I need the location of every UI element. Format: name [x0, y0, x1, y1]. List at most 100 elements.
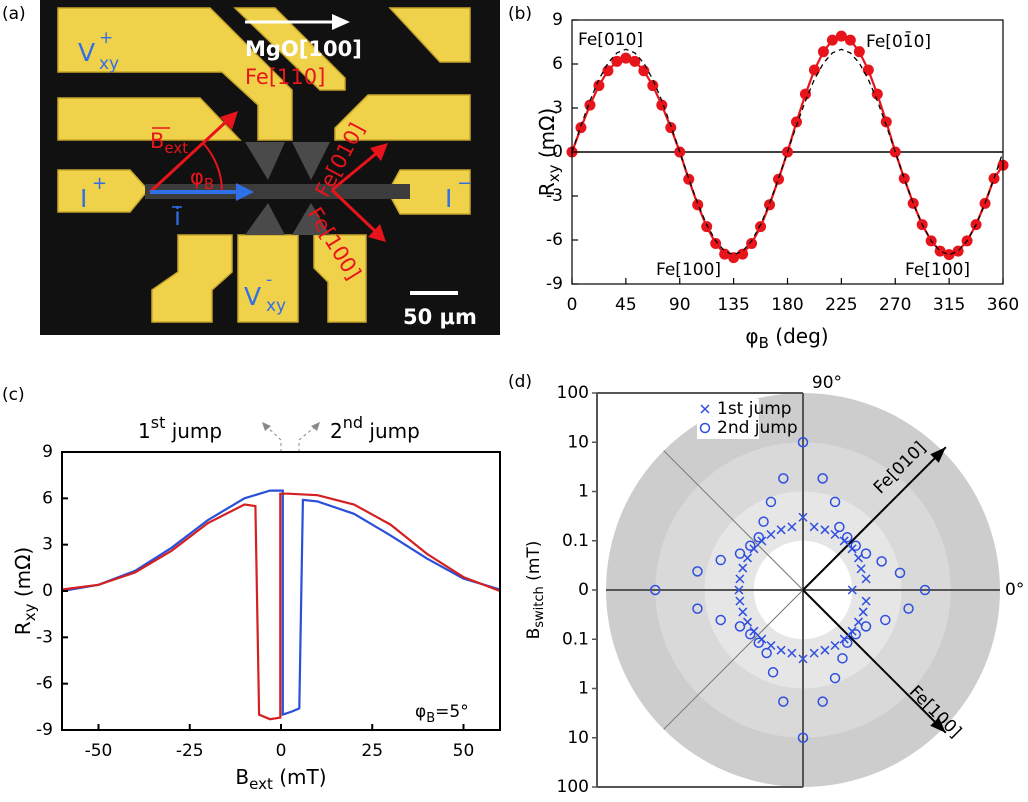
y-tick-label: 9 [552, 10, 563, 30]
x-tick-label: 315 [933, 295, 965, 315]
data-point [898, 173, 910, 185]
data-point [829, 672, 841, 684]
data-point [907, 197, 919, 209]
scale-label: 50 μm [403, 305, 477, 329]
data-point [734, 621, 746, 632]
r-tick-label: 100 [557, 383, 589, 403]
pad [334, 94, 471, 141]
data-point [638, 65, 650, 77]
label-v-plus: V + xy [78, 28, 119, 74]
data-point [919, 584, 931, 596]
data-point [737, 248, 749, 260]
x-tick-label: 270 [879, 295, 911, 315]
pad [57, 7, 293, 141]
x-tick-label: 45 [615, 295, 637, 315]
y-axis-label: Rxy (mΩ) [535, 108, 563, 196]
data-point [761, 647, 772, 659]
arrowhead [930, 717, 946, 733]
data-point [753, 532, 764, 543]
pointer [265, 425, 282, 452]
data-point [753, 637, 764, 648]
data-point [853, 46, 865, 58]
label-b-ext: Bext [150, 129, 188, 157]
data-point [629, 55, 641, 67]
data-point [830, 640, 840, 651]
data-point [850, 629, 861, 640]
label-phi-b: φB [190, 165, 214, 193]
data-point [755, 221, 767, 233]
data-point [778, 696, 789, 707]
arrow [148, 118, 230, 194]
constriction [245, 203, 285, 235]
panel-label: (d) [508, 372, 532, 392]
data-point [787, 522, 797, 532]
legend-marker [700, 404, 710, 414]
y-tick-label: -6 [546, 230, 563, 250]
data-point [871, 88, 883, 100]
data-point [650, 584, 661, 596]
channel [145, 184, 410, 199]
data-point [776, 525, 786, 535]
data-point [728, 252, 740, 264]
annotation: Fe[100] [905, 260, 970, 280]
data-point [602, 65, 614, 77]
data-point [847, 585, 857, 595]
r-tick-label: 100 [557, 777, 589, 797]
annotation: Fe[01̄0] [866, 30, 931, 52]
data-point [620, 52, 632, 64]
data-point [820, 645, 830, 655]
y-tick-label: 9 [42, 442, 53, 462]
data-point [593, 80, 605, 92]
data-point [692, 566, 703, 577]
data-point [880, 614, 891, 626]
arrowhead [930, 447, 946, 463]
x-tick-label: 225 [825, 295, 857, 315]
data-point [856, 564, 866, 574]
x-tick-label: 0 [276, 741, 287, 761]
r-tick-label: 10 [567, 728, 589, 748]
x-tick-label: 135 [717, 295, 749, 315]
data-point [735, 596, 745, 606]
data-point [665, 122, 677, 134]
data-point [611, 55, 623, 67]
y-tick-label: -3 [546, 186, 563, 206]
data-point [809, 522, 819, 532]
arrow [330, 188, 378, 234]
x-tick-label: 360 [987, 295, 1019, 315]
arrowhead [236, 183, 254, 201]
y-tick-label: 6 [552, 54, 563, 74]
data-point [797, 437, 809, 448]
data-point [745, 540, 756, 551]
y-tick-label: 3 [552, 98, 563, 118]
series-line [571, 48, 1004, 256]
annotation: Fe[100] [656, 260, 721, 280]
data-point [943, 249, 955, 261]
data-point [817, 473, 828, 484]
data-point [764, 199, 776, 211]
data-point [876, 556, 887, 567]
label-v-minus: V-xy [244, 270, 286, 316]
data-point [799, 88, 811, 100]
x-tick-label: -25 [176, 741, 204, 761]
label-i-minus: I− [445, 173, 472, 213]
y-tick-label: 6 [42, 488, 53, 508]
y-axis-label: Bswitch (mT) [524, 541, 547, 640]
x-axis-label: φB (deg) [745, 324, 828, 352]
data-point [817, 696, 828, 707]
r-tick-label: 1 [578, 482, 589, 502]
data-point [710, 238, 722, 250]
micrograph: V + xy MgO[100] Fe[110] Bext φB I+ i I− Fe… [40, 0, 500, 335]
data-point [837, 653, 848, 664]
data-point [809, 648, 819, 658]
data-point [745, 629, 756, 640]
data-point [835, 30, 847, 42]
x-tick-label: 50 [453, 741, 475, 761]
panel-label: (c) [2, 385, 25, 405]
direction-arrow [802, 446, 947, 591]
data-point [738, 563, 748, 573]
data-point [776, 645, 786, 655]
data-point [861, 596, 871, 606]
plot-frame [571, 19, 1004, 285]
label-i-plus: I+ [80, 173, 107, 213]
data-point [715, 614, 726, 626]
